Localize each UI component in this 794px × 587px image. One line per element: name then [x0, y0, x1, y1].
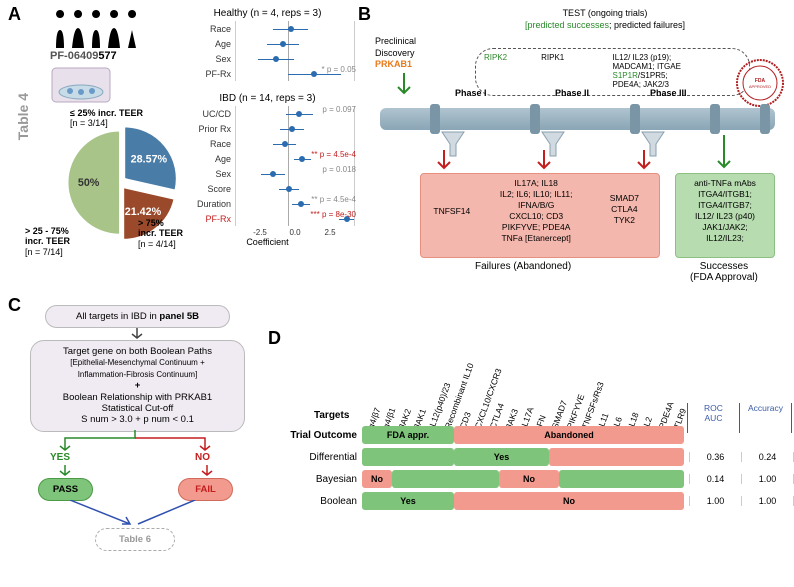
pie-label-2: > 75%incr. TEER[n = 4/14] — [138, 218, 183, 249]
flow-start: All targets in IBD in panel 5B — [45, 305, 230, 328]
forest-plot-healthy: Healthy (n = 4, reps = 3)RaceAgeSexPF-Rx… — [180, 8, 355, 81]
successes-box: anti-TNFa mAbsITGA4/ITGB1;ITGA4/ITGB7;IL… — [675, 173, 775, 258]
petri-dish-icon — [50, 66, 112, 104]
green-arrow-icon — [395, 71, 413, 101]
green-arrow-icon — [715, 133, 733, 175]
flow-no: NO — [195, 452, 210, 463]
svg-text:28.57%: 28.57% — [131, 153, 168, 165]
panel-a: PF-06409577 Table 4 28.57% 21.42% 50% ≤ 25… — [10, 8, 360, 278]
svg-text:APPROVED: APPROVED — [749, 84, 771, 89]
test-header: TEST (ongoing trials) [predicted success… — [515, 8, 695, 31]
targets-label: Targets — [314, 410, 349, 421]
red-arrow-icon — [435, 148, 453, 176]
pie-label-1: ≤ 25% incr. TEER[n = 3/14] — [70, 108, 143, 129]
forest-plot-ibd: IBD (n = 14, reps = 3)UC/CDp = 0.097Prio… — [180, 93, 355, 247]
table4-side-label: Table 4 — [15, 93, 31, 140]
silhouette-icons — [52, 10, 152, 50]
panel-b: TEST (ongoing trials) [predicted success… — [365, 8, 785, 283]
successes-title: Successes(FDA Approval) — [690, 261, 758, 283]
flow-merge — [70, 500, 200, 530]
trial-box: RIPK2 RIPK1 IL12/ IL23 (p19);MADCAM1; IT… — [475, 48, 750, 96]
failures-title: Failures (Abandoned) — [475, 261, 571, 272]
failures-box: TNFSF14 IL17A; IL18IL2; IL6; IL10; IL11;… — [420, 173, 660, 258]
d-table: ROCAUCAccuracyFisher Exactp-valueTrial O… — [287, 425, 794, 513]
svg-text:21.42%: 21.42% — [125, 206, 162, 218]
preclin-label: PreclinicalDiscoveryPRKAB1 — [375, 36, 416, 71]
red-arrow-icon — [535, 148, 553, 176]
flow-fail: FAIL — [178, 478, 233, 501]
panel-d: α4/β7α4/β1JAK2JAK1IL12(p40)/23Recombinan… — [275, 330, 785, 570]
flow-pass: PASS — [38, 478, 93, 501]
flow-table6: Table 6 — [95, 528, 175, 551]
svg-text:50%: 50% — [78, 177, 100, 189]
pie-label-3: > 25 - 75%incr. TEER[n = 7/14] — [25, 226, 70, 257]
red-arrow-icon — [635, 148, 653, 176]
pf-compound-label: PF-06409577 — [50, 50, 117, 62]
panel-c: All targets in IBD in panel 5B Target ge… — [10, 300, 260, 575]
flow-criteria: Target gene on both Boolean Paths [Epith… — [30, 340, 245, 432]
flow-yes: YES — [50, 452, 70, 463]
